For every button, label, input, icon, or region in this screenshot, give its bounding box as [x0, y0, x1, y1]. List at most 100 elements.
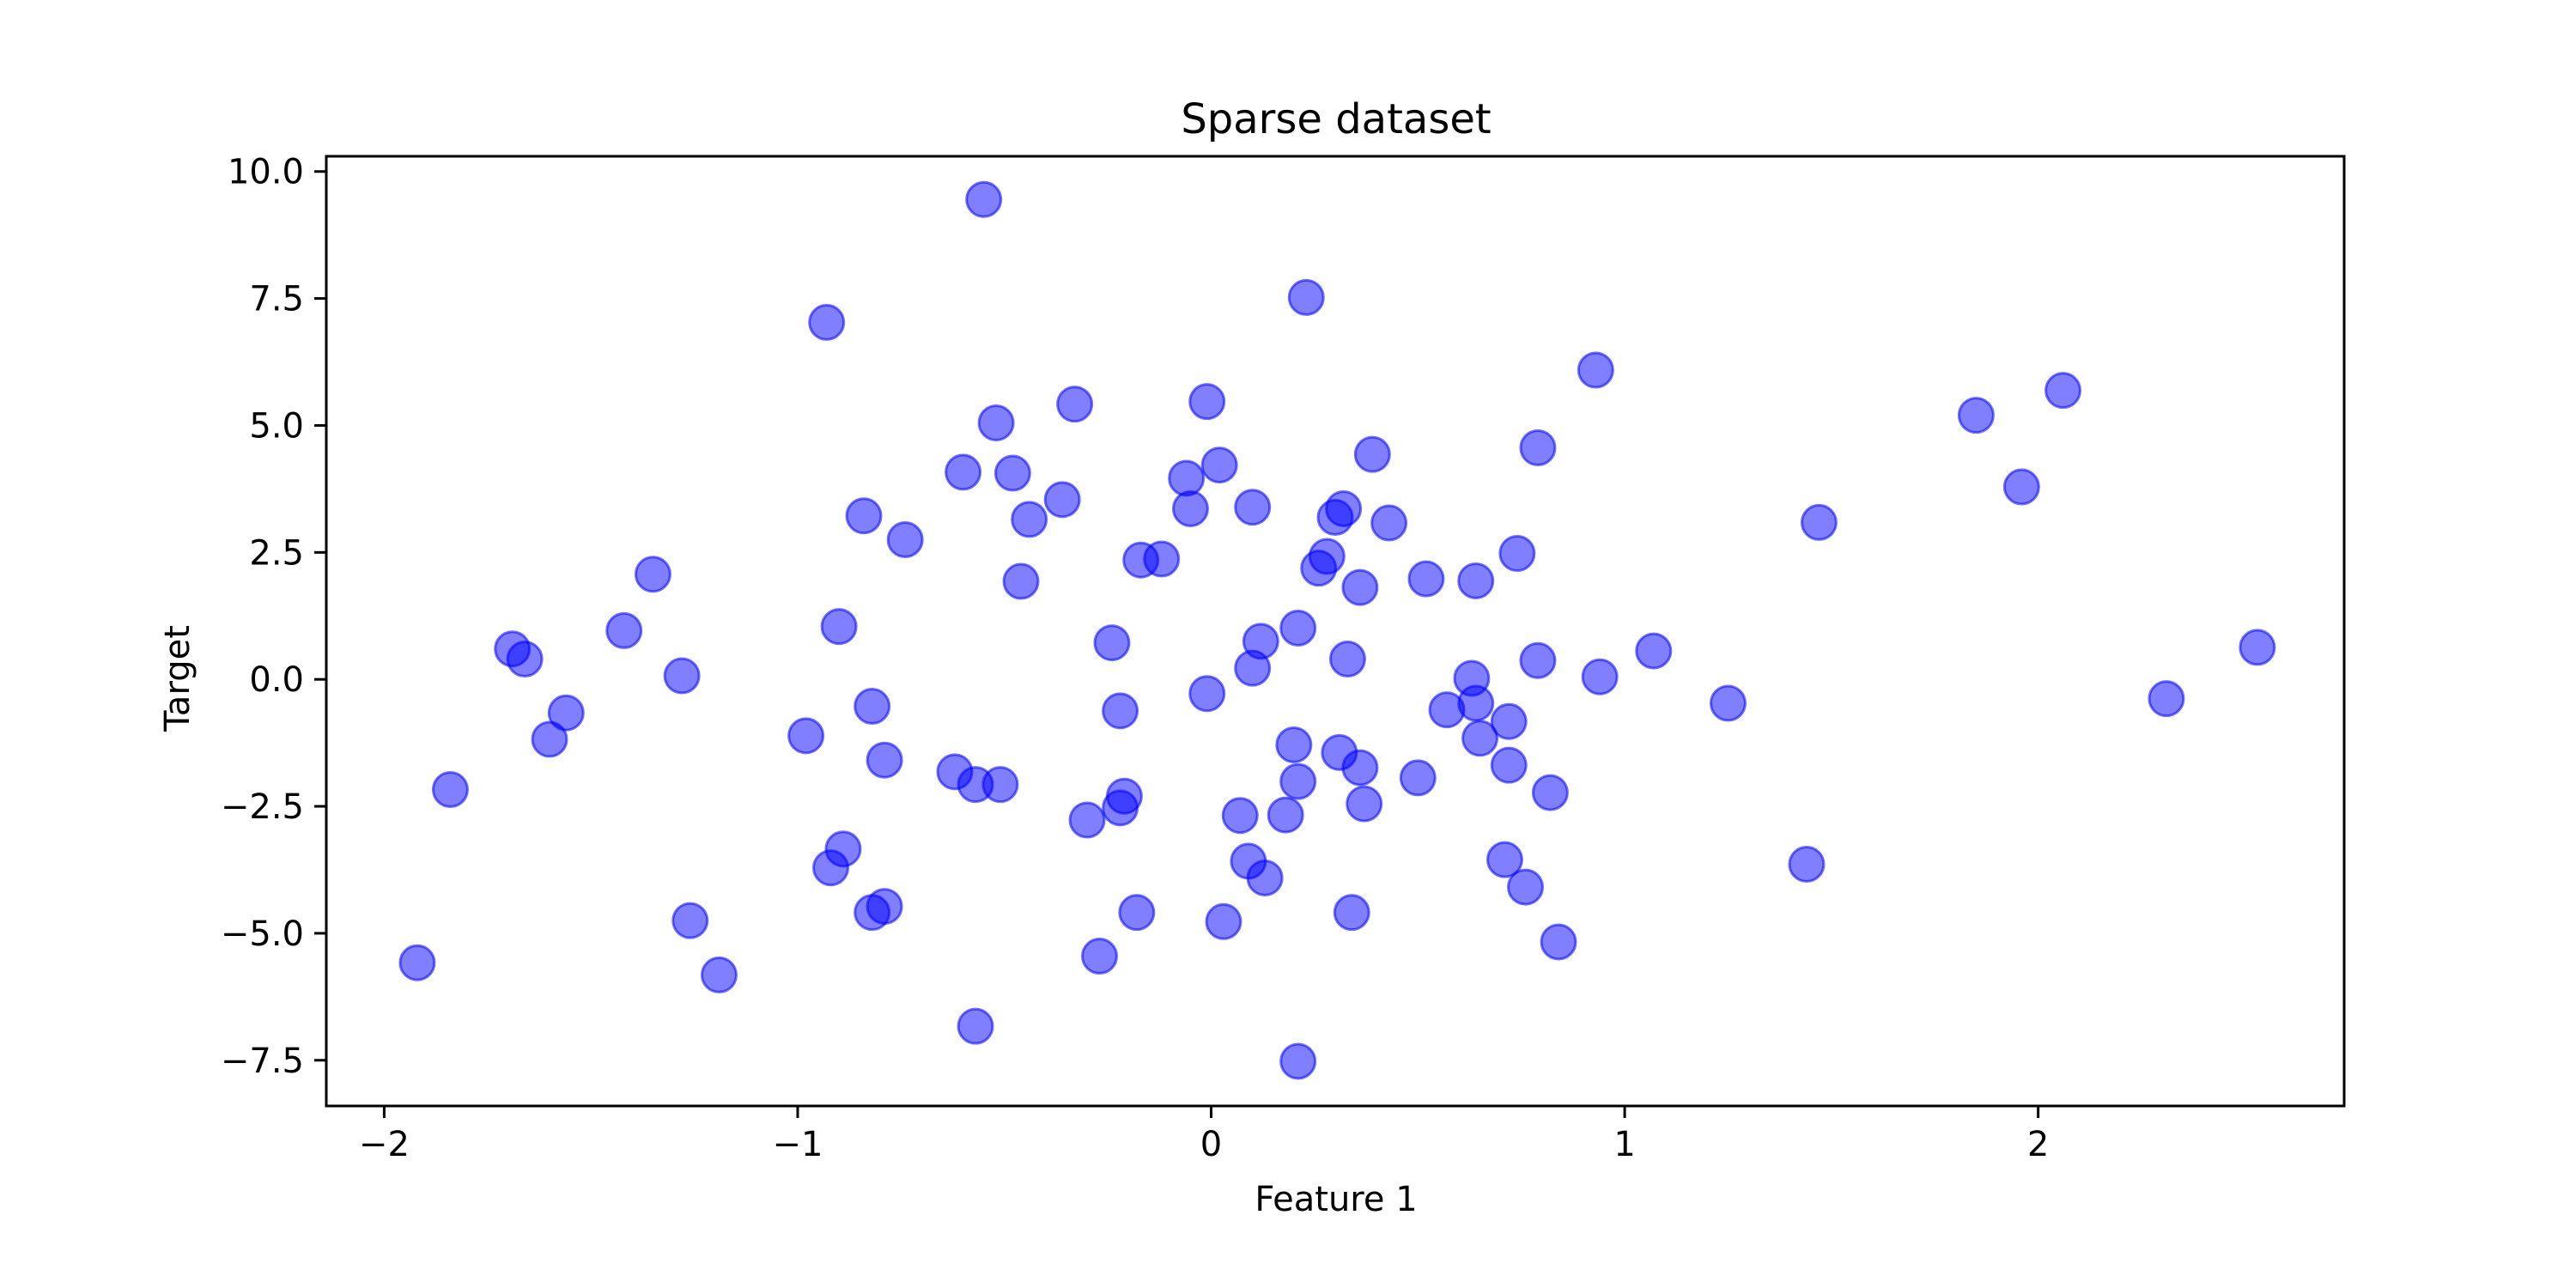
data-point [700, 956, 738, 993]
x-tick-label: 1 [1613, 1125, 1635, 1164]
data-point [398, 944, 436, 981]
data-point [1341, 749, 1379, 787]
points-layer [398, 180, 2276, 1080]
data-point [1205, 902, 1242, 940]
data-point [1011, 501, 1048, 538]
data-point [1279, 1042, 1317, 1080]
data-point [1279, 609, 1317, 647]
data-point [886, 521, 924, 559]
y-tick-label: 2.5 [249, 533, 304, 573]
data-point [1002, 562, 1040, 600]
data-point [1498, 535, 1536, 573]
data-point [1957, 397, 1995, 434]
data-point [1346, 785, 1383, 823]
data-point [1118, 894, 1156, 932]
y-axis-ticks: −7.5 −5.0 −2.5 0.0 2.5 5.0 7.5 10.0 [221, 153, 326, 1081]
data-point [845, 497, 883, 535]
data-point [1540, 923, 1577, 961]
data-point [1407, 560, 1445, 598]
data-point [977, 404, 1015, 442]
data-point [1635, 632, 1673, 670]
data-point [1353, 435, 1391, 473]
y-tick-label: −7.5 [221, 1042, 304, 1081]
data-point [1171, 489, 1209, 527]
y-tick-label: −5.0 [221, 914, 304, 954]
data-point [547, 694, 585, 732]
plot-area-frame [325, 155, 2346, 1108]
data-point [1234, 649, 1272, 687]
data-point [1188, 383, 1226, 421]
data-point [1328, 641, 1366, 678]
data-point [2002, 468, 2040, 506]
data-point [605, 611, 643, 649]
data-point [1399, 759, 1437, 797]
data-point [787, 717, 825, 755]
y-tick-label: 0.0 [249, 660, 304, 700]
y-tick-label: −2.5 [221, 787, 304, 827]
y-tick-label: 10.0 [228, 153, 304, 192]
data-point [957, 1007, 994, 1045]
data-point [1800, 503, 1838, 541]
data-point [1709, 684, 1747, 722]
y-tick-label: 5.0 [249, 406, 304, 446]
data-point [981, 766, 1019, 804]
data-point [506, 641, 544, 678]
x-axis-ticks: −2 −1 0 1 2 [359, 1106, 2049, 1164]
data-point [1068, 801, 1106, 839]
data-point [965, 180, 1003, 218]
data-point [993, 454, 1031, 492]
data-point [812, 849, 849, 887]
data-point [671, 902, 709, 939]
data-point [1341, 568, 1379, 606]
x-axis-label: Feature 1 [1255, 1180, 1417, 1219]
data-point [1168, 459, 1206, 497]
data-point [1056, 386, 1094, 423]
data-point [2239, 629, 2276, 666]
data-point [2044, 372, 2082, 410]
x-tick-label: 2 [2027, 1125, 2049, 1164]
data-point [1428, 691, 1466, 729]
data-point [1234, 489, 1272, 526]
data-point [1490, 746, 1528, 784]
data-point [431, 771, 469, 809]
data-point [1043, 481, 1081, 519]
data-point [1287, 278, 1325, 316]
data-point [1279, 762, 1317, 800]
data-point [1581, 658, 1619, 696]
data-point [1267, 796, 1304, 834]
y-tick-label: 7.5 [249, 280, 304, 319]
data-point [1333, 894, 1370, 932]
x-tick-label: −1 [772, 1125, 823, 1164]
data-point [945, 453, 982, 491]
data-point [1531, 774, 1569, 811]
x-tick-label: −2 [359, 1125, 410, 1164]
data-point [1093, 624, 1131, 662]
y-axis-label: Target [158, 625, 197, 732]
data-point [1461, 720, 1499, 757]
data-point [634, 556, 671, 593]
data-point [1485, 841, 1523, 878]
data-point [1081, 938, 1119, 975]
data-point [1221, 797, 1259, 835]
data-point [1102, 789, 1139, 827]
data-point [1490, 702, 1528, 740]
data-point [1577, 351, 1614, 389]
data-point [1143, 540, 1181, 578]
data-point [1519, 428, 1557, 466]
data-point [1316, 499, 1354, 537]
data-point [854, 894, 891, 932]
data-point [1507, 868, 1545, 906]
data-point [1300, 550, 1338, 587]
data-point [1275, 726, 1313, 763]
data-point [808, 303, 846, 341]
data-point [1457, 562, 1495, 599]
chart-title: Sparse dataset [1181, 95, 1491, 143]
x-tick-label: 0 [1200, 1125, 1222, 1164]
data-point [1788, 845, 1826, 883]
data-point [1246, 859, 1284, 896]
data-point [2148, 680, 2185, 718]
data-point [531, 720, 568, 758]
data-point [1370, 504, 1408, 542]
